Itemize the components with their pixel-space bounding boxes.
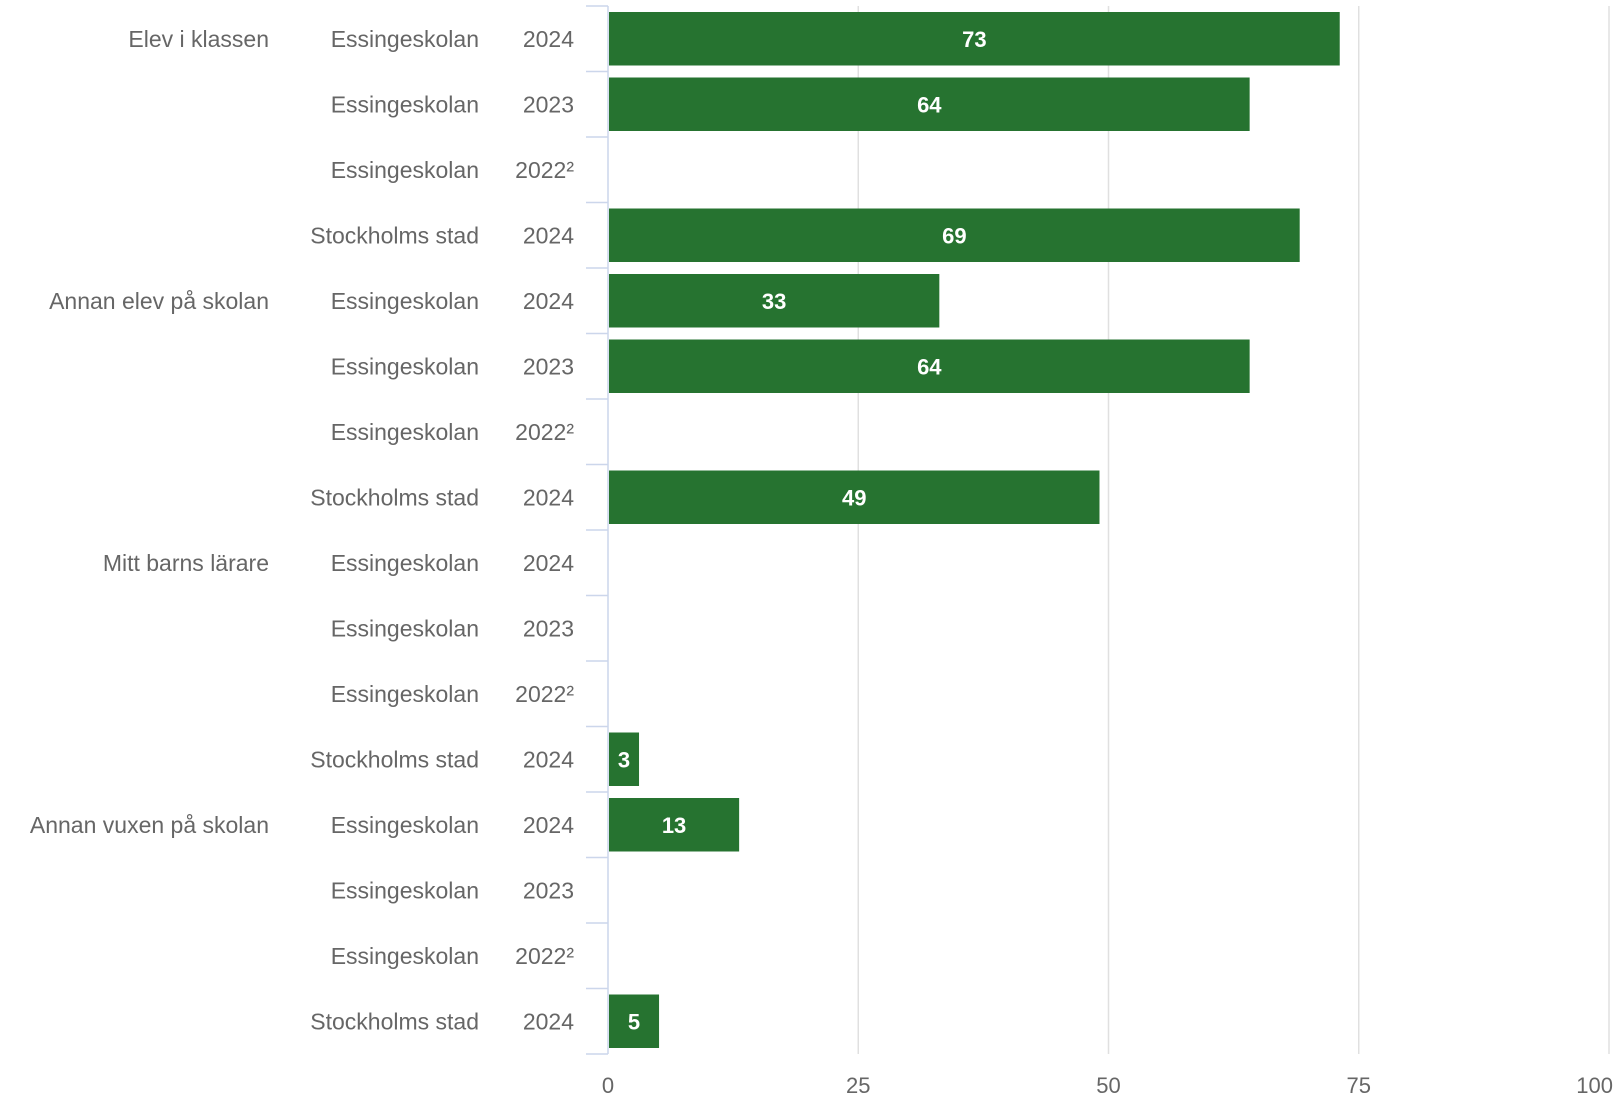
x-tick-label: 50	[1096, 1073, 1120, 1098]
bar-value-label: 13	[662, 813, 686, 838]
row-labels: Elev i klassen Essingeskolan 2024 Essingesk…	[30, 26, 574, 1035]
year-label: 2024	[523, 550, 574, 576]
year-label: 2024	[523, 1008, 574, 1034]
school-label: Essingeskolan	[331, 943, 479, 969]
school-label: Essingeskolan	[331, 615, 479, 641]
bars: 73 64 69 33 64 49 3 13 5	[609, 12, 1340, 1048]
year-label: 2024	[523, 288, 574, 314]
bar-value-label: 73	[962, 27, 986, 52]
year-label: 2023	[523, 877, 574, 903]
school-label: Essingeskolan	[331, 26, 479, 52]
category-label: Annan elev på skolan	[49, 288, 269, 314]
x-tick-label: 0	[602, 1073, 614, 1098]
year-label: 2024	[523, 746, 574, 772]
bar	[609, 994, 660, 1048]
x-tick-label: 25	[846, 1073, 870, 1098]
school-label: Essingeskolan	[331, 419, 479, 445]
bar-value-label: 5	[628, 1009, 640, 1034]
bar-value-label: 49	[842, 485, 866, 510]
bar	[609, 732, 640, 786]
bar	[609, 798, 740, 852]
category-axis	[586, 5, 609, 1055]
school-label: Essingeskolan	[331, 91, 479, 117]
school-label: Essingeskolan	[331, 353, 479, 379]
year-label: 2023	[523, 615, 574, 641]
school-label: Essingeskolan	[331, 812, 479, 838]
bar	[609, 470, 1100, 524]
school-label: Essingeskolan	[331, 550, 479, 576]
year-label: 2024	[523, 812, 574, 838]
grid-lines	[857, 6, 1610, 1054]
bar	[609, 77, 1250, 131]
x-tick-label: 75	[1347, 1073, 1371, 1098]
bar-value-label: 64	[917, 92, 942, 117]
bar	[609, 339, 1250, 393]
school-label: Stockholms stad	[310, 746, 479, 772]
bar-value-label: 69	[942, 223, 966, 248]
year-label: 2024	[523, 484, 574, 510]
school-label: Essingeskolan	[331, 288, 479, 314]
category-label: Elev i klassen	[128, 26, 269, 52]
category-label: Annan vuxen på skolan	[30, 812, 269, 838]
school-label: Essingeskolan	[331, 681, 479, 707]
school-label: Stockholms stad	[310, 222, 479, 248]
bar	[609, 208, 1300, 262]
school-label: Essingeskolan	[331, 877, 479, 903]
year-label: 2023	[523, 91, 574, 117]
bar	[609, 12, 1340, 66]
year-label: 2022²	[515, 681, 574, 707]
year-label: 2024	[523, 26, 574, 52]
school-label: Stockholms stad	[310, 484, 479, 510]
bar-value-label: 33	[762, 289, 786, 314]
bar-value-label: 64	[917, 354, 942, 379]
year-label: 2022²	[515, 419, 574, 445]
school-label: Essingeskolan	[331, 157, 479, 183]
bar-value-label: 3	[618, 747, 630, 772]
bar	[609, 274, 940, 328]
school-label: Stockholms stad	[310, 1008, 479, 1034]
year-label: 2022²	[515, 943, 574, 969]
year-label: 2024	[523, 222, 574, 248]
year-label: 2023	[523, 353, 574, 379]
year-label: 2022²	[515, 157, 574, 183]
x-tick-label: 100	[1576, 1073, 1613, 1098]
x-axis-ticks: 0 25 50 75 100	[602, 1073, 1613, 1098]
category-label: Mitt barns lärare	[103, 550, 269, 576]
